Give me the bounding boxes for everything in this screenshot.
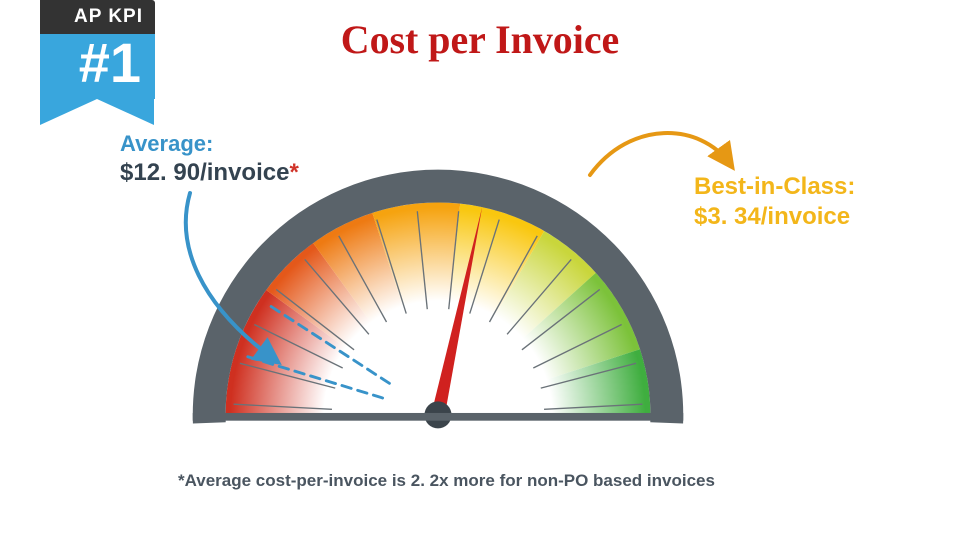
ribbon-top-label: AP KPI	[40, 0, 155, 34]
ribbon-rank-label: #1	[40, 34, 155, 99]
page-title: Cost per Invoice	[341, 16, 619, 63]
kpi-ribbon: AP KPI #1	[40, 0, 155, 125]
average-label: Average:	[120, 130, 299, 158]
average-arrow	[135, 185, 335, 385]
ribbon-tail	[40, 99, 154, 125]
bic-arrow	[560, 120, 780, 240]
footnote: *Average cost-per-invoice is 2. 2x more …	[178, 470, 715, 493]
